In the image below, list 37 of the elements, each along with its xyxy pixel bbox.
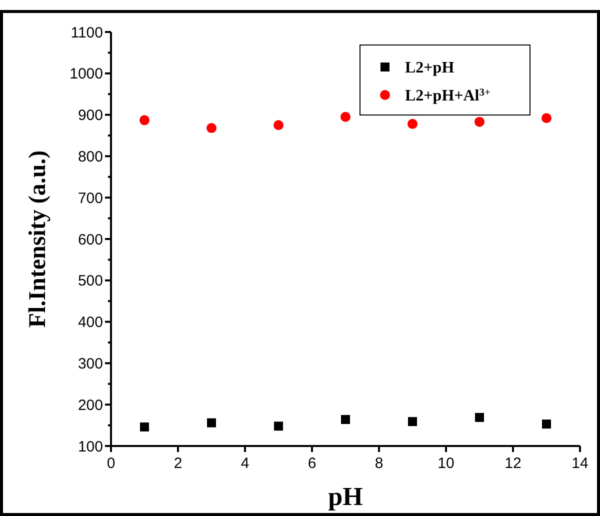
x-tick-label: 12 (504, 455, 522, 472)
y-tick-label: 800 (78, 148, 103, 166)
point (207, 418, 216, 428)
point (542, 113, 552, 124)
y-tick-label: 500 (78, 272, 103, 290)
x-tick-label: 4 (240, 455, 250, 472)
legend-label: L2+pH (405, 60, 455, 77)
x-tick-label: 14 (572, 455, 588, 472)
y-tick-label: 1000 (70, 66, 103, 83)
point (341, 415, 350, 424)
legend-label: L2+pH+Al$^{3+}$ (405, 87, 490, 105)
x-axis-title: pH (328, 482, 363, 511)
y-tick-label: 200 (78, 396, 103, 414)
point (340, 112, 350, 122)
x-tick-label: 6 (308, 455, 316, 472)
y-tick-label: 400 (78, 314, 103, 332)
point (140, 422, 149, 432)
y-tick-label: 700 (78, 190, 103, 207)
x-tick-label: 8 (374, 455, 384, 472)
y-tick-label: 600 (78, 231, 103, 248)
y-tick-label: 300 (78, 355, 103, 372)
y-tick-label: 1100 (70, 24, 103, 42)
y-axis-title: Fl.Intensity (a.u.) (25, 150, 51, 328)
point (474, 116, 484, 127)
point (274, 120, 284, 130)
point (274, 422, 283, 431)
y-tick-label: 900 (78, 107, 103, 124)
point (140, 115, 150, 126)
x-tick-label: 2 (174, 455, 182, 472)
point (408, 417, 417, 426)
point (542, 420, 551, 429)
point (408, 118, 418, 129)
point (475, 412, 484, 422)
point (206, 123, 216, 134)
y-tick-label: 100 (78, 438, 103, 456)
x-tick-label: 10 (438, 455, 454, 472)
x-tick-label: 0 (106, 455, 116, 472)
